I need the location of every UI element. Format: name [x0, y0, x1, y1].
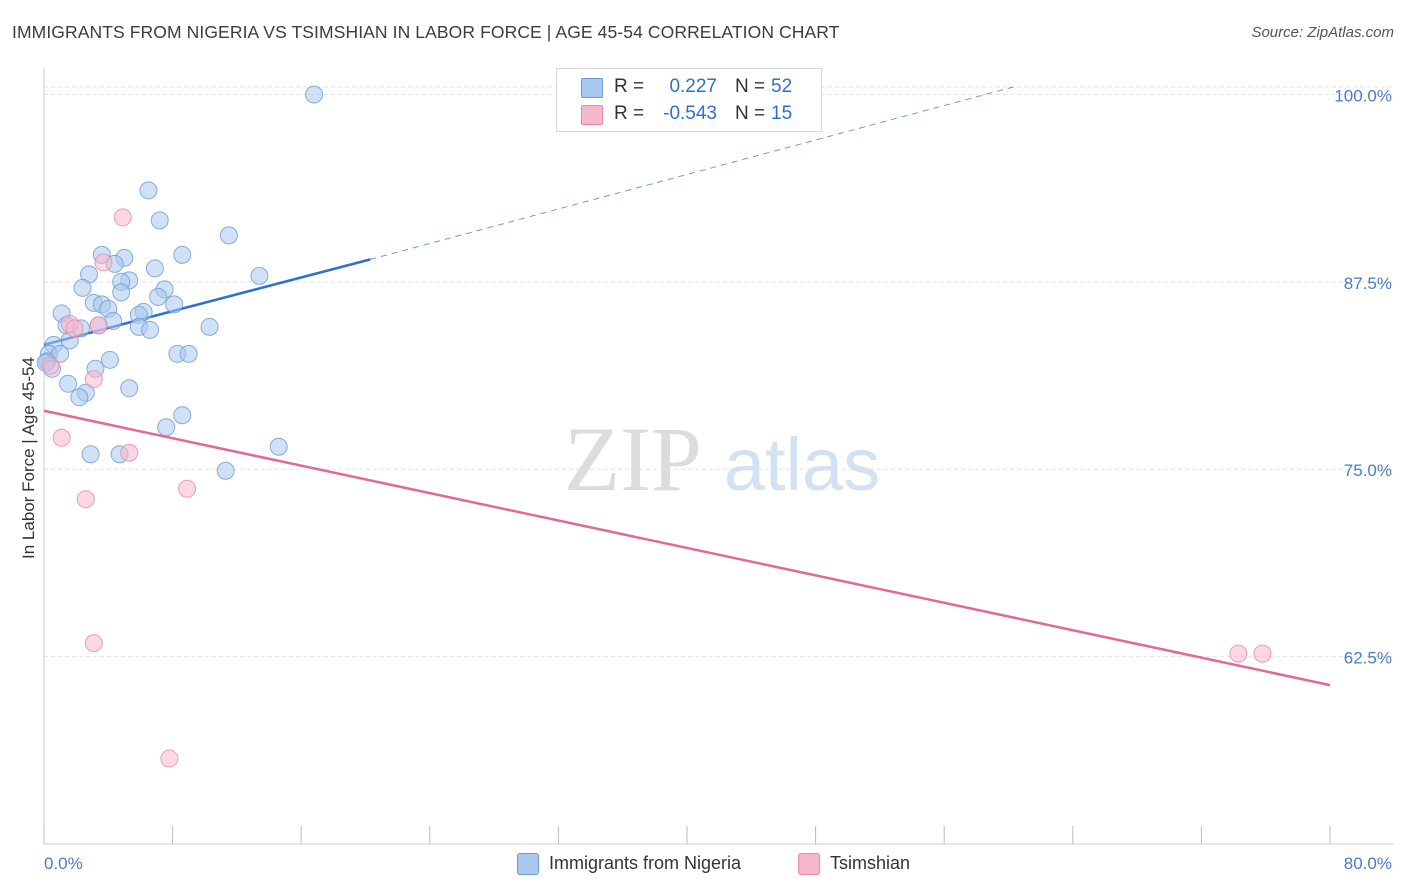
point-nigeria: [173, 406, 192, 425]
point-tsimshian: [113, 208, 132, 227]
y-tick-label: 75.0%: [1344, 461, 1392, 480]
point-tsimshian: [41, 356, 60, 375]
series-swatch-nigeria: [517, 853, 539, 875]
legend-r-value: 0.227: [669, 76, 717, 97]
point-tsimshian: [178, 479, 197, 498]
legend-row-nigeria: R = 0.227 N = 52: [557, 73, 821, 101]
point-tsimshian: [84, 634, 103, 653]
point-nigeria: [59, 374, 78, 393]
legend-r-label: R =: [614, 103, 645, 124]
watermark-atlas: atlas: [724, 423, 880, 506]
legend-n-label: N =: [735, 76, 766, 97]
point-nigeria: [216, 461, 235, 480]
point-nigeria: [112, 283, 131, 302]
point-nigeria: [100, 350, 119, 369]
grid-lines: [44, 86, 1394, 658]
source-label: Source: ZipAtlas.com: [1251, 24, 1394, 41]
x-tick-labels: 0.0% 80.0%: [44, 854, 1392, 873]
y-tick-label: 87.5%: [1344, 274, 1392, 293]
x-tick-label: 80.0%: [1344, 854, 1392, 873]
series-swatch-tsimshian: [798, 853, 820, 875]
point-nigeria: [250, 266, 269, 285]
legend-r-value: -0.543: [663, 103, 717, 124]
legend-n-value: 15: [771, 103, 793, 124]
point-tsimshian: [94, 253, 113, 272]
data-points: [36, 85, 1272, 768]
watermark-zip: ZIP: [564, 408, 702, 510]
series-label-tsimshian: Tsimshian: [830, 853, 911, 873]
point-tsimshian: [1229, 644, 1248, 663]
trendline-nigeria-extension: [370, 86, 1014, 260]
legend-n-value: 52: [771, 76, 793, 97]
y-tick-label: 100.0%: [1334, 86, 1392, 105]
point-nigeria: [145, 259, 164, 278]
legend-swatch-tsimshian: [581, 105, 603, 125]
point-tsimshian: [76, 490, 95, 509]
point-tsimshian: [1253, 644, 1272, 663]
point-nigeria: [305, 85, 324, 104]
point-nigeria: [179, 344, 198, 363]
point-nigeria: [120, 379, 139, 398]
y-axis-label: In Labor Force | Age 45-54: [19, 357, 38, 559]
legend-swatch-nigeria: [581, 78, 603, 98]
legend-r-label: R =: [614, 76, 645, 97]
point-tsimshian: [84, 370, 103, 389]
point-nigeria: [157, 418, 176, 437]
legend-row-tsimshian: R = -0.543 N = 15: [557, 100, 821, 128]
point-nigeria: [269, 437, 288, 456]
correlation-legend: R = 0.227 N = 52 R = -0.543 N = 15: [556, 68, 822, 132]
y-tick-labels: 62.5% 75.0% 87.5% 100.0%: [1334, 86, 1392, 667]
point-nigeria: [141, 320, 160, 339]
point-tsimshian: [52, 428, 71, 447]
point-tsimshian: [89, 316, 108, 335]
point-tsimshian: [160, 749, 179, 768]
axes: [43, 68, 1394, 845]
series-legend: Immigrants from Nigeria Tsimshian: [0, 852, 1406, 878]
chart-title: IMMIGRANTS FROM NIGERIA VS TSIMSHIAN IN …: [12, 22, 840, 42]
trendline-tsimshian: [43, 409, 1331, 687]
point-nigeria: [173, 245, 192, 264]
point-nigeria: [150, 211, 169, 230]
point-nigeria: [139, 181, 158, 200]
point-nigeria: [81, 445, 100, 464]
point-tsimshian: [120, 443, 139, 462]
point-nigeria: [73, 278, 92, 297]
point-nigeria: [200, 317, 219, 336]
point-nigeria: [219, 226, 238, 245]
point-nigeria: [149, 287, 168, 306]
x-tick-label: 0.0%: [44, 854, 83, 873]
point-tsimshian: [65, 319, 84, 338]
series-label-nigeria: Immigrants from Nigeria: [549, 853, 742, 873]
legend-n-label: N =: [735, 103, 766, 124]
trend-lines: [43, 86, 1331, 687]
point-nigeria: [70, 388, 89, 407]
y-tick-label: 62.5%: [1344, 649, 1392, 668]
point-nigeria: [165, 295, 184, 314]
